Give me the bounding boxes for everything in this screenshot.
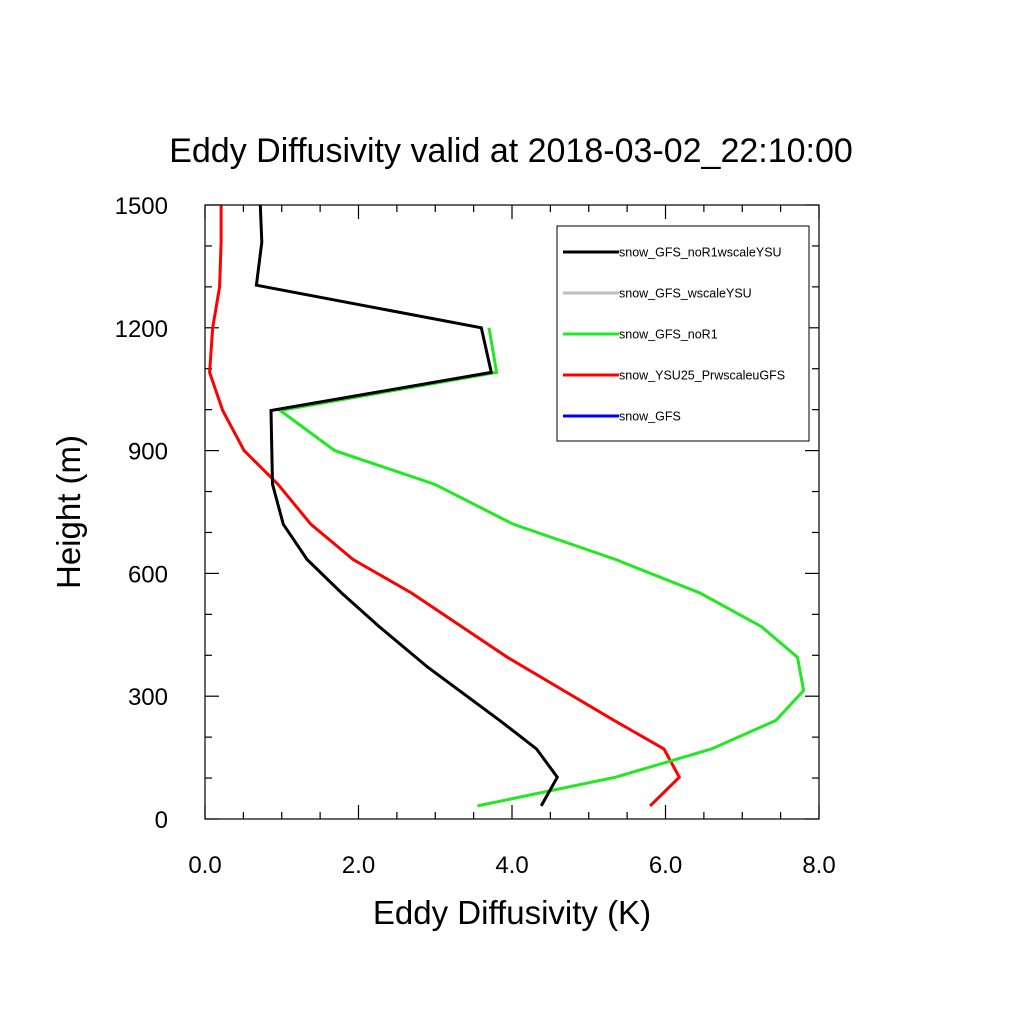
y-axis-label: Height (m): [50, 435, 87, 589]
series-line-snow-ysu25-prwscaleugfs: [208, 205, 682, 807]
legend: snow_GFS_noR1wscaleYSU snow_GFS_wscaleYSU…: [556, 225, 810, 442]
series-line-snow-gfs-nor1wscaleysu: [254, 204, 560, 807]
x-tick-label: 4.0: [495, 852, 528, 879]
y-tick-label: 600: [128, 561, 168, 588]
series-layer: [208, 204, 806, 808]
x-tick-label: 0.0: [188, 852, 221, 879]
tick-layer: 0.0 2.0 4.0 6.0 8.0 0 300 600 900 1200 1500: [115, 193, 836, 879]
x-tick-label: 6.0: [649, 852, 682, 879]
chart-title: Eddy Diffusivity valid at 2018-03-02_22:…: [169, 132, 853, 170]
y-tick-label: 1200: [115, 316, 168, 343]
series-line-snow-gfs-nor1: [276, 327, 806, 808]
x-tick-label: 8.0: [802, 852, 835, 879]
x-tick-label: 2.0: [342, 852, 375, 879]
x-axis-label: Eddy Diffusivity (K): [373, 894, 651, 931]
legend-label: snow_GFS: [619, 410, 681, 424]
y-tick-label: 0: [155, 807, 168, 834]
y-tick-label: 1500: [115, 193, 168, 220]
legend-label: snow_GFS_wscaleYSU: [619, 287, 752, 301]
legend-label: snow_GFS_noR1wscaleYSU: [619, 246, 782, 260]
legend-label: snow_YSU25_PrwscaleuGFS: [619, 369, 785, 383]
plot-frame: [204, 204, 820, 820]
y-tick-label: 900: [128, 439, 168, 466]
legend-label: snow_GFS_noR1: [619, 328, 718, 342]
y-tick-label: 300: [128, 684, 168, 711]
